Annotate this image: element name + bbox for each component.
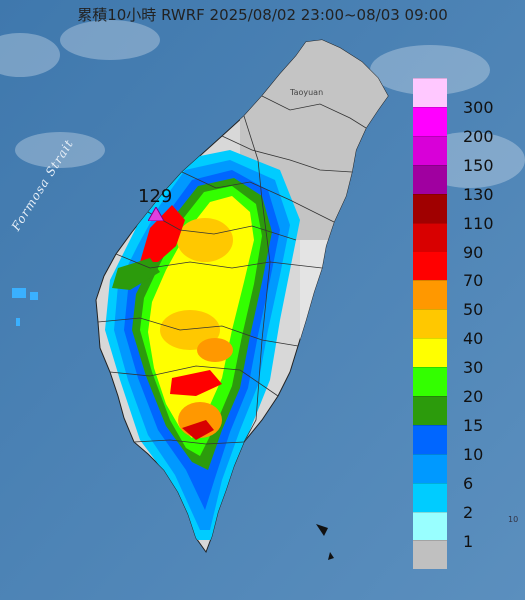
legend-swatch	[413, 193, 447, 223]
legend-swatch	[413, 251, 447, 281]
legend-swatch	[413, 280, 447, 310]
legend-swatch	[413, 367, 447, 396]
legend-label: 110	[463, 213, 494, 233]
legend-swatch	[413, 482, 447, 512]
edge-number: 10	[508, 515, 519, 524]
legend-label: 70	[463, 271, 484, 291]
color-legend: 300 200 150 130 110 90 70 50 40 30 20 15 10 6 2 1	[413, 78, 515, 570]
legend-label: 50	[463, 300, 484, 320]
legend-label: 10	[463, 444, 484, 464]
legend-swatch	[413, 222, 447, 252]
legend-swatch	[413, 511, 447, 541]
legend-label: 30	[463, 358, 484, 378]
legend-swatch	[413, 309, 447, 339]
legend-label: 15	[463, 415, 484, 435]
penghu-rain	[12, 288, 38, 326]
legend-swatch	[413, 395, 447, 425]
county-borders	[97, 95, 367, 445]
legend-label: 1	[463, 531, 474, 551]
legend-swatch	[413, 424, 447, 454]
legend-label: 40	[463, 329, 484, 349]
legend-swatch	[413, 106, 447, 136]
legend-label: 150	[463, 155, 494, 175]
legend-swatch	[413, 338, 447, 368]
legend-label: 6	[463, 473, 474, 493]
legend-swatch	[413, 78, 447, 107]
station-max-value: 129	[138, 186, 173, 207]
legend-label: 130	[463, 184, 494, 204]
legend-swatch	[413, 453, 447, 483]
legend-swatch	[413, 540, 447, 570]
legend-swatch	[413, 135, 447, 165]
map-title: 累積10小時 RWRF 2025/08/02 23:00~08/03 09:00	[77, 6, 448, 24]
station-triangle-icon	[148, 207, 164, 221]
small-islands	[316, 524, 334, 560]
legend-label: 90	[463, 242, 484, 262]
legend-label: 20	[463, 387, 484, 406]
legend-label: 2	[463, 502, 474, 522]
legend-label: 300	[463, 98, 494, 117]
city-label: Taoyuan	[290, 88, 324, 97]
legend-label: 200	[463, 126, 494, 146]
legend-swatch	[413, 164, 447, 194]
